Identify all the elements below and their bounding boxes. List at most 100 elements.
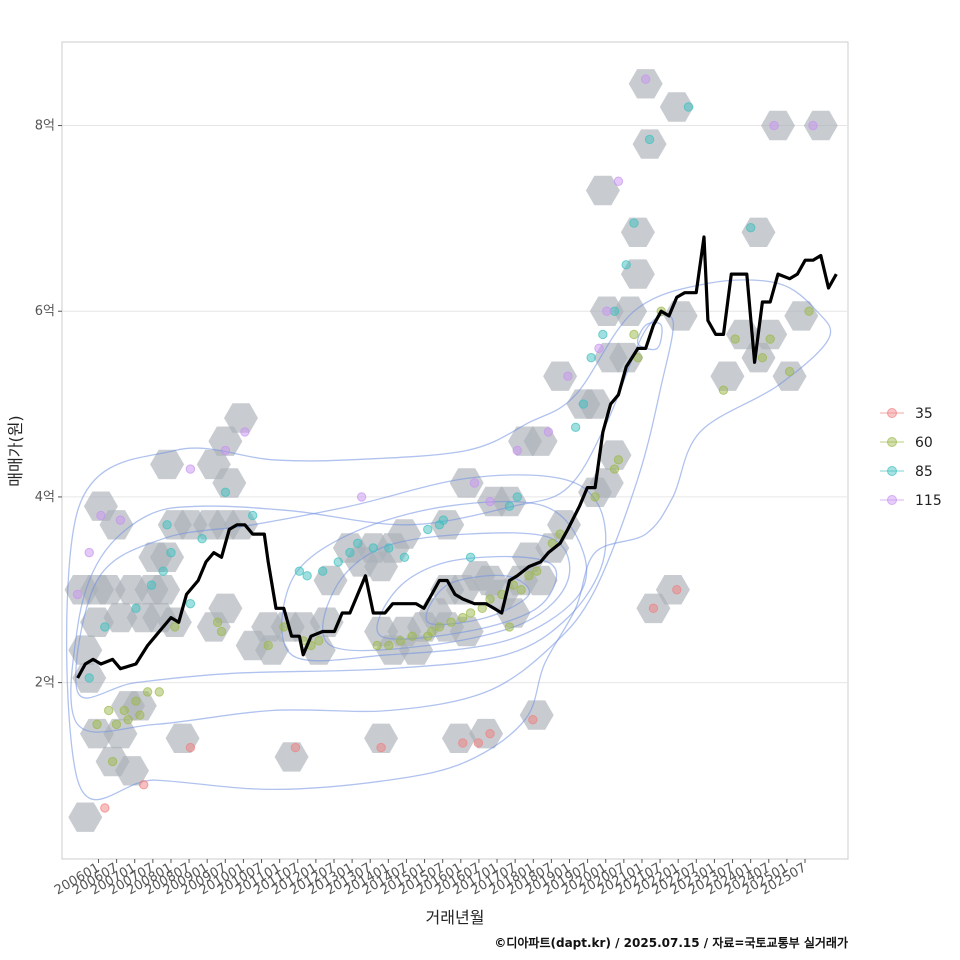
legend-item-115: 115 [880,493,942,509]
point-60 [784,366,795,377]
point-115 [115,515,126,525]
density-contour [376,555,558,640]
hexbin-cell [441,723,476,753]
legend-label: 85 [915,464,933,480]
hexbin-cell [68,802,103,832]
point-60 [477,603,487,614]
point-85 [504,501,515,511]
y-tick-label: 8억 [35,119,55,134]
point-60 [92,719,102,730]
panel-background [61,41,849,860]
point-85 [609,306,620,316]
point-60 [804,306,814,316]
point-35 [528,715,538,725]
point-85 [100,622,110,632]
hexbin-cell [150,542,185,572]
point-35 [485,728,495,739]
point-60 [212,617,223,627]
point-35 [458,738,468,748]
point-115 [613,176,624,186]
hexbin-cell [212,468,247,498]
point-35 [376,742,386,753]
legend-key-dot [887,408,897,418]
point-85 [353,538,363,549]
point-60 [465,608,476,618]
point-85 [185,598,196,609]
point-115 [640,74,651,84]
point-60 [407,631,417,641]
point-115 [72,589,83,600]
point-60 [154,687,164,697]
hexbin-cell [585,175,620,206]
point-115 [240,427,250,437]
x-axis-title: 거래년월 [426,908,485,927]
point-115 [602,306,612,316]
hexbin-cell [620,217,655,247]
point-85 [598,329,608,340]
hexbin-cell [613,296,648,326]
point-85 [512,492,522,502]
point-60 [718,385,729,395]
point-85 [294,566,305,576]
point-35 [139,780,149,790]
point-60 [395,636,406,646]
hexbin-cell [103,718,138,749]
point-60 [135,710,145,720]
point-60 [384,640,394,651]
point-85 [318,566,328,576]
point-35 [100,803,110,813]
point-85 [570,422,581,432]
density-contours [65,279,832,801]
point-60 [119,705,129,716]
point-60 [629,329,639,340]
point-60 [107,756,118,767]
point-60 [524,571,534,581]
point-85 [683,102,694,112]
point-85 [302,571,312,581]
point-85 [158,566,168,576]
hexbin-cell [99,510,134,540]
scatter-points [72,74,818,813]
hexbin-cell [710,361,745,391]
point-60 [516,585,526,595]
hexbin-cell [142,602,177,633]
point-85 [368,543,378,553]
point-85 [345,547,355,558]
point-115 [563,371,573,381]
hexbin-cell [122,691,157,721]
source-caption: ©디아파트(dapt.kr) / 2025.07.15 / 자료=국토교통부 실… [494,935,848,950]
point-60 [426,626,437,637]
point-35 [185,742,196,753]
hexbin-cell [399,635,434,665]
density-contour [75,474,607,699]
hexbin-cell [597,440,632,470]
hexbin-cell [449,468,484,498]
point-60 [314,636,324,646]
point-60 [765,334,775,344]
point-115 [84,547,94,558]
point-85 [621,260,631,270]
density-contour [70,314,675,733]
point-85 [146,580,157,590]
median-trend-line [76,235,838,679]
point-60 [103,705,114,716]
point-85 [746,222,756,233]
point-60 [446,617,456,627]
grid-lines [62,125,848,684]
point-35 [672,585,682,595]
point-85 [84,673,94,683]
point-85 [438,515,449,525]
point-85 [465,552,476,562]
y-tick-label: 6억 [35,304,55,319]
hexbin-cell [255,635,290,665]
legend-label: 60 [915,435,933,451]
hexbin-cell [519,700,554,730]
point-85 [423,524,433,535]
hexbin-cell [609,342,644,373]
point-35 [648,603,659,614]
point-85 [162,520,172,530]
point-115 [485,496,495,507]
point-60 [123,715,133,725]
y-tick-label: 2억 [35,676,55,691]
